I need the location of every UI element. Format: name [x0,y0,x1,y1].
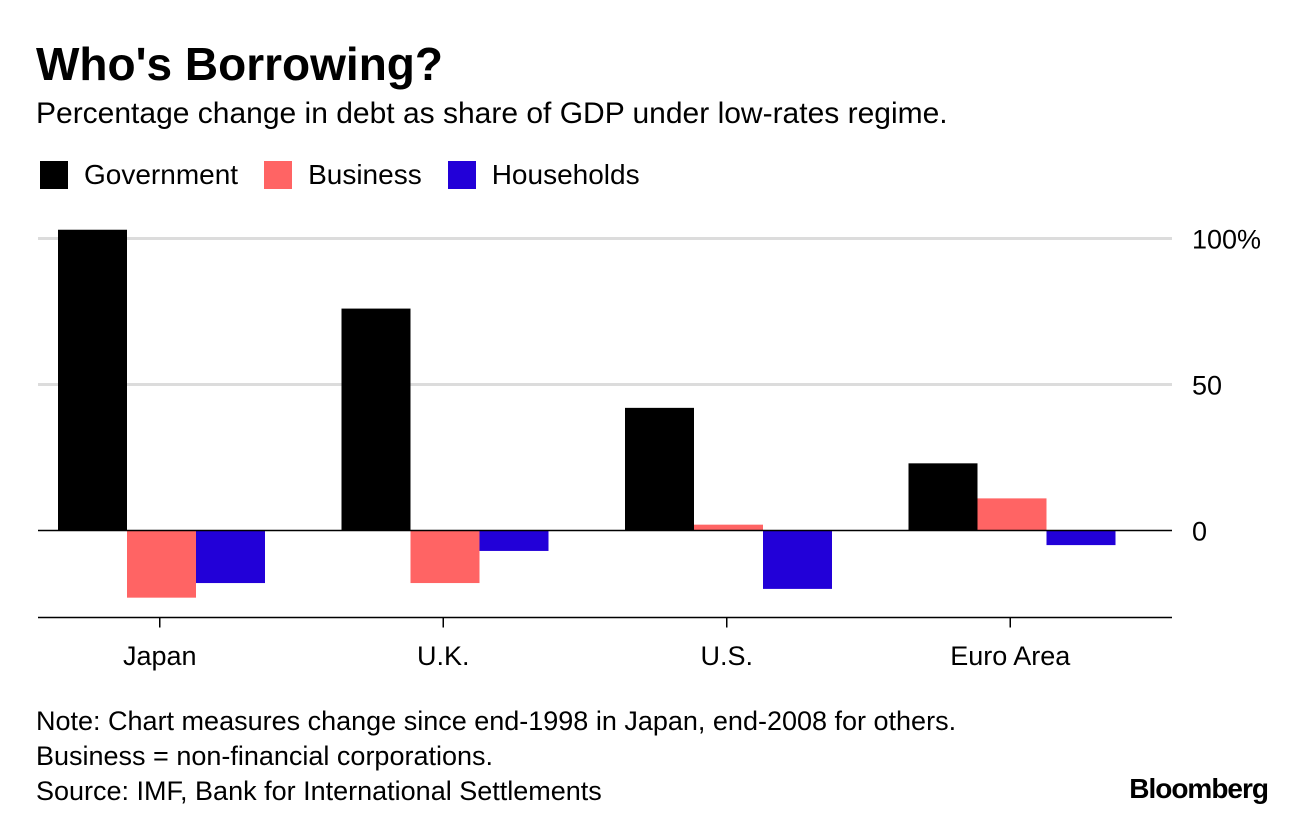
bar-business-u-k [410,530,480,584]
note-line: Business = non-financial corporations. [36,741,494,771]
legend-swatch-business [264,161,293,189]
bar-business-u-s [694,524,763,531]
bar-government-euro-area [908,463,978,531]
legend-label-business: Business [308,159,422,190]
bloomberg-logo: Bloomberg [1129,773,1269,804]
legend-item-business: Business [264,158,422,192]
legend: Government Business Households [40,157,666,193]
x-tick-label: U.K. [417,641,470,671]
legend-item-households: Households [447,158,640,192]
legend-swatch-government [40,161,68,189]
legend-label-government: Government [84,159,239,190]
note-line: Note: Chart measures change since end-19… [36,706,957,736]
bar-households-u-k [479,530,549,551]
bar-business-euro-area [977,498,1047,531]
source-line: Source: IMF, Bank for International Sett… [36,776,602,806]
bar-government-japan [58,229,127,531]
gridlines [38,237,1172,386]
bar-households-u-s [763,530,832,589]
y-tick-label: 50 [1192,371,1222,401]
bar-government-u-s [625,407,694,531]
bar-government-u-k [341,308,411,531]
y-tick-label: 100% [1192,225,1261,255]
axes: 0 50 100% Japan U.K. U.S. Euro Area [38,225,1261,671]
legend-swatch-households [447,161,476,189]
x-tick-label: Japan [123,641,197,671]
chart-title: Who's Borrowing? [36,38,443,90]
y-tick-label: 0 [1192,517,1207,547]
chart-subtitle: Percentage change in debt as share of GD… [36,97,948,130]
bar-chart: 0 50 100% Japan U.K. U.S. Euro Area [38,225,1261,671]
x-tick-label: U.S. [700,641,753,671]
x-tick-label: Euro Area [950,641,1071,671]
bar-households-japan [196,530,265,584]
bar-business-japan [127,530,196,598]
legend-item-government: Government [40,158,238,192]
legend-label-households: Households [491,159,640,190]
chart-notes: Note: Chart measures change since end-19… [36,704,956,809]
bar-households-euro-area [1046,530,1116,546]
bars [58,229,1116,598]
